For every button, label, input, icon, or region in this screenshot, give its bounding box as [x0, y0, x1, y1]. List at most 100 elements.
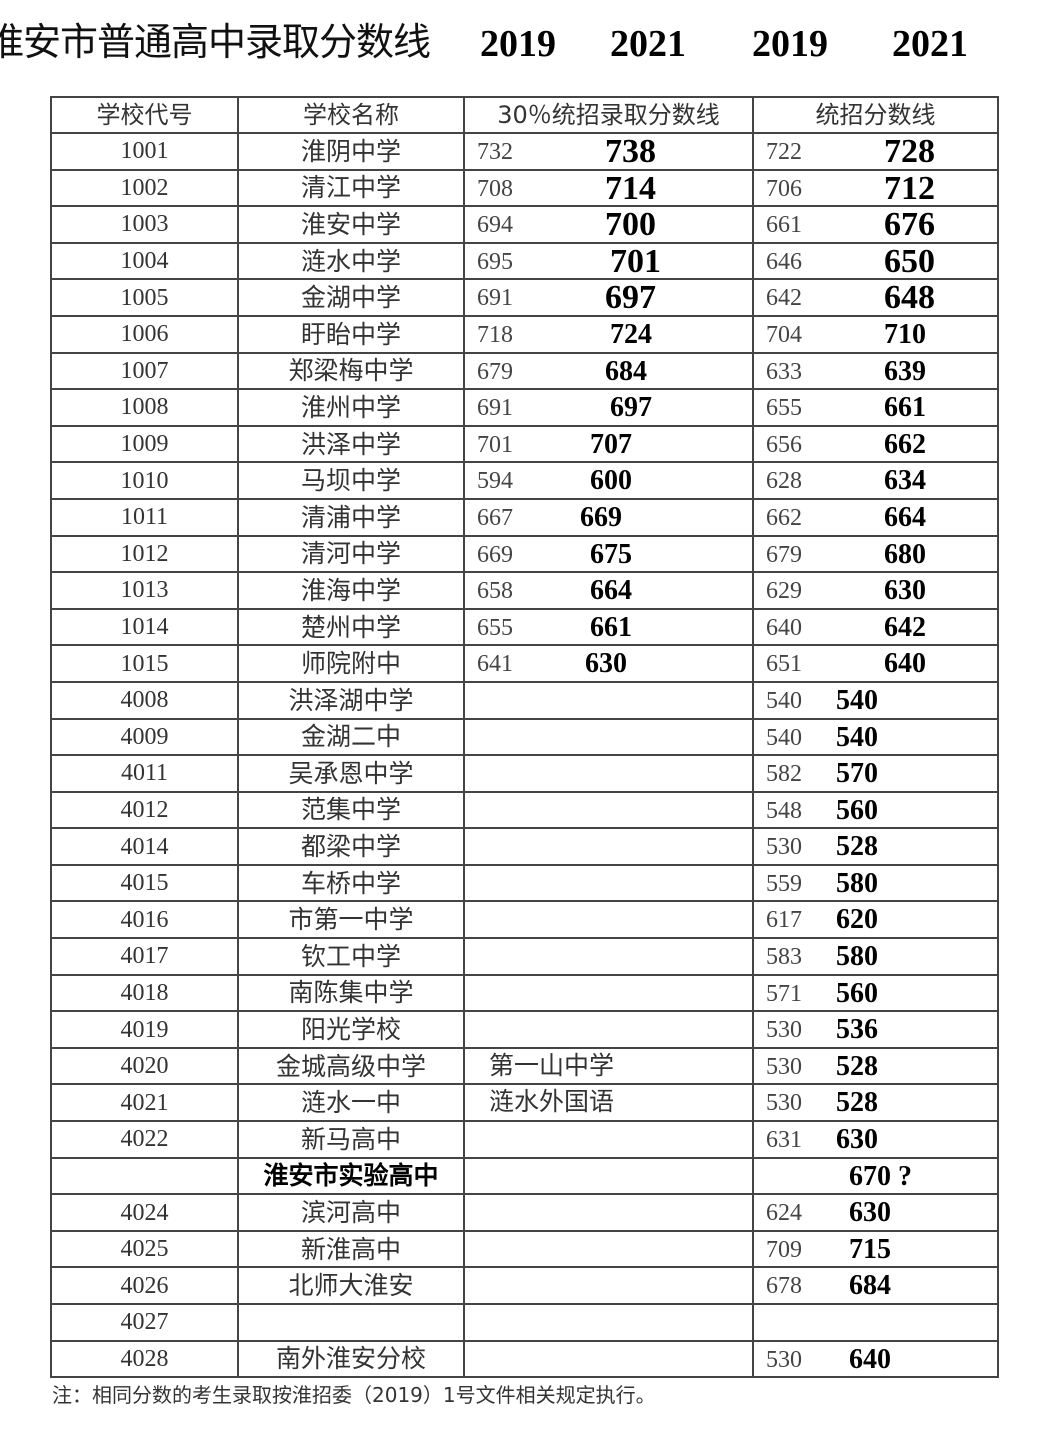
table-row: 4014 都梁中学 530 528: [50, 827, 999, 866]
score-30pct-2019: 691: [477, 285, 513, 312]
score-30pct-cell: [463, 863, 754, 903]
school-code: 4009: [50, 717, 239, 757]
school-code: 1003: [50, 205, 239, 244]
school-code: 4011: [50, 754, 239, 793]
footnote: 注：相同分数的考生录取按淮招委（2019）1号文件相关规定执行。: [52, 1383, 656, 1407]
table-row: 淮安市实验高中 670 ?: [50, 1156, 999, 1196]
score-30pct-2019: 732: [477, 139, 513, 165]
score-30pct-cell: [463, 1303, 754, 1342]
school-code: 1002: [50, 168, 239, 208]
score-30pct-2021: 600: [590, 465, 632, 497]
table-row: 1011 清浦中学 667 669 662 664: [50, 497, 999, 537]
score-unified-cell: 530 528: [752, 827, 999, 866]
score-unified-2021: 650: [884, 242, 935, 280]
score-unified-cell: 624 630: [752, 1193, 999, 1232]
school-name: 北师大淮安: [237, 1266, 465, 1305]
score-unified-2019: 530: [766, 1053, 802, 1080]
table-row: 1007 郑梁梅中学 679 684 633 639: [50, 351, 999, 391]
school-code: 1012: [50, 534, 239, 574]
school-name: 新淮高中: [237, 1229, 465, 1269]
score-30pct-2019: 594: [477, 468, 513, 495]
score-unified-cell: 530 528: [752, 1083, 999, 1123]
score-30pct-cell: [463, 1156, 754, 1196]
score-unified-2021: 620: [836, 904, 878, 936]
score-unified-2019: 583: [766, 944, 802, 971]
score-30pct-cell: [463, 1010, 754, 1049]
score-30pct-2021: 701: [610, 242, 661, 280]
year-label-30pct-2019: 2019: [480, 23, 556, 65]
score-unified-2019: 571: [766, 980, 802, 1007]
table-row: 4019 阳光学校 530 536: [50, 1010, 999, 1049]
score-30pct-2021: 697: [610, 392, 652, 424]
score-unified-2021: 630: [849, 1197, 891, 1229]
school-code: 1008: [50, 388, 239, 427]
school-name: 洪泽湖中学: [237, 680, 465, 720]
table-row: 1008 淮州中学 691 697 655 661: [50, 388, 999, 427]
score-unified-2019: 661: [766, 212, 802, 239]
school-code: 1001: [50, 132, 239, 171]
score-30pct-2019: 718: [477, 321, 513, 348]
table-row: 4011 吴承恩中学 582 570: [50, 754, 999, 793]
score-unified-2021: 640: [849, 1343, 891, 1375]
score-30pct-2019: 655: [477, 614, 513, 641]
school-code: 1007: [50, 351, 239, 391]
school-name: 盱眙中学: [237, 314, 465, 354]
score-unified-2019: 655: [766, 395, 802, 422]
score-unified-2019: 651: [766, 651, 802, 678]
school-name: 涟水一中: [237, 1083, 465, 1123]
school-code: 4008: [50, 680, 239, 720]
table-row: 1010 马坝中学 594 600 628 634: [50, 461, 999, 500]
score-unified-2019: 617: [766, 907, 802, 934]
score-unified-2019: 706: [766, 175, 802, 202]
score-unified-2021: 648: [884, 279, 935, 317]
school-name: 清河中学: [237, 534, 465, 574]
score-unified-cell: 651 640: [752, 644, 999, 683]
score-30pct-cell: 涟水外国语: [463, 1083, 754, 1123]
score-30pct-cell: [463, 937, 754, 976]
score-unified-cell: 679 680: [752, 534, 999, 574]
score-unified-cell: 656 662: [752, 424, 999, 464]
school-code: 4018: [50, 973, 239, 1013]
score-unified-2021: 710: [884, 318, 926, 350]
school-name: 淮安市实验高中: [237, 1156, 465, 1196]
table-row: 1004 涟水中学 695 701 646 650: [50, 241, 999, 281]
school-code: 1014: [50, 607, 239, 647]
score-unified-2019: 646: [766, 248, 802, 275]
score-30pct-2019: 701: [477, 431, 513, 458]
school-name: 南外淮安分校: [237, 1339, 465, 1379]
school-name: 都梁中学: [237, 827, 465, 866]
school-name: 车桥中学: [237, 863, 465, 903]
score-unified-2019: 530: [766, 1346, 802, 1373]
score-unified-2021: 662: [884, 428, 926, 460]
score-unified-cell: 709 715: [752, 1229, 999, 1269]
score-30pct-cell: 641 630: [463, 644, 754, 683]
school-name: 洪泽中学: [237, 424, 465, 464]
score-unified-cell: 704 710: [752, 314, 999, 354]
school-code: 1005: [50, 278, 239, 317]
score-table: 学校代号 学校名称 30％统招录取分数线 统招分数线 1001 淮阴中学 732 73…: [50, 96, 999, 1379]
school-code: 4017: [50, 937, 239, 976]
score-30pct-cell: 695 701: [463, 241, 754, 281]
score-unified-cell: 629 630: [752, 571, 999, 610]
score-unified-2019: 548: [766, 797, 802, 824]
score-30pct-cell: [463, 717, 754, 757]
school-name: 郑梁梅中学: [237, 351, 465, 391]
score-30pct-2021: 700: [605, 206, 656, 244]
score-unified-2021: 580: [836, 941, 878, 973]
score-unified-cell: 642 648: [752, 278, 999, 317]
table-row: 4015 车桥中学 559 580: [50, 863, 999, 903]
score-unified-2019: 631: [766, 1127, 802, 1154]
score-30pct-2021: 661: [590, 611, 632, 643]
score-30pct-cell: 691 697: [463, 388, 754, 427]
score-unified-2021: 640: [884, 648, 926, 680]
score-30pct-cell: [463, 1120, 754, 1159]
score-unified-cell: 661 676: [752, 205, 999, 244]
school-code: 1004: [50, 241, 239, 281]
school-name: 淮安中学: [237, 205, 465, 244]
score-30pct-cell: [463, 1266, 754, 1305]
score-unified-2021: 536: [836, 1014, 878, 1046]
school-name: 南陈集中学: [237, 973, 465, 1013]
score-30pct-cell: [463, 1339, 754, 1379]
score-30pct-cell: 691 697: [463, 278, 754, 317]
score-30pct-cell: 708 714: [463, 168, 754, 208]
